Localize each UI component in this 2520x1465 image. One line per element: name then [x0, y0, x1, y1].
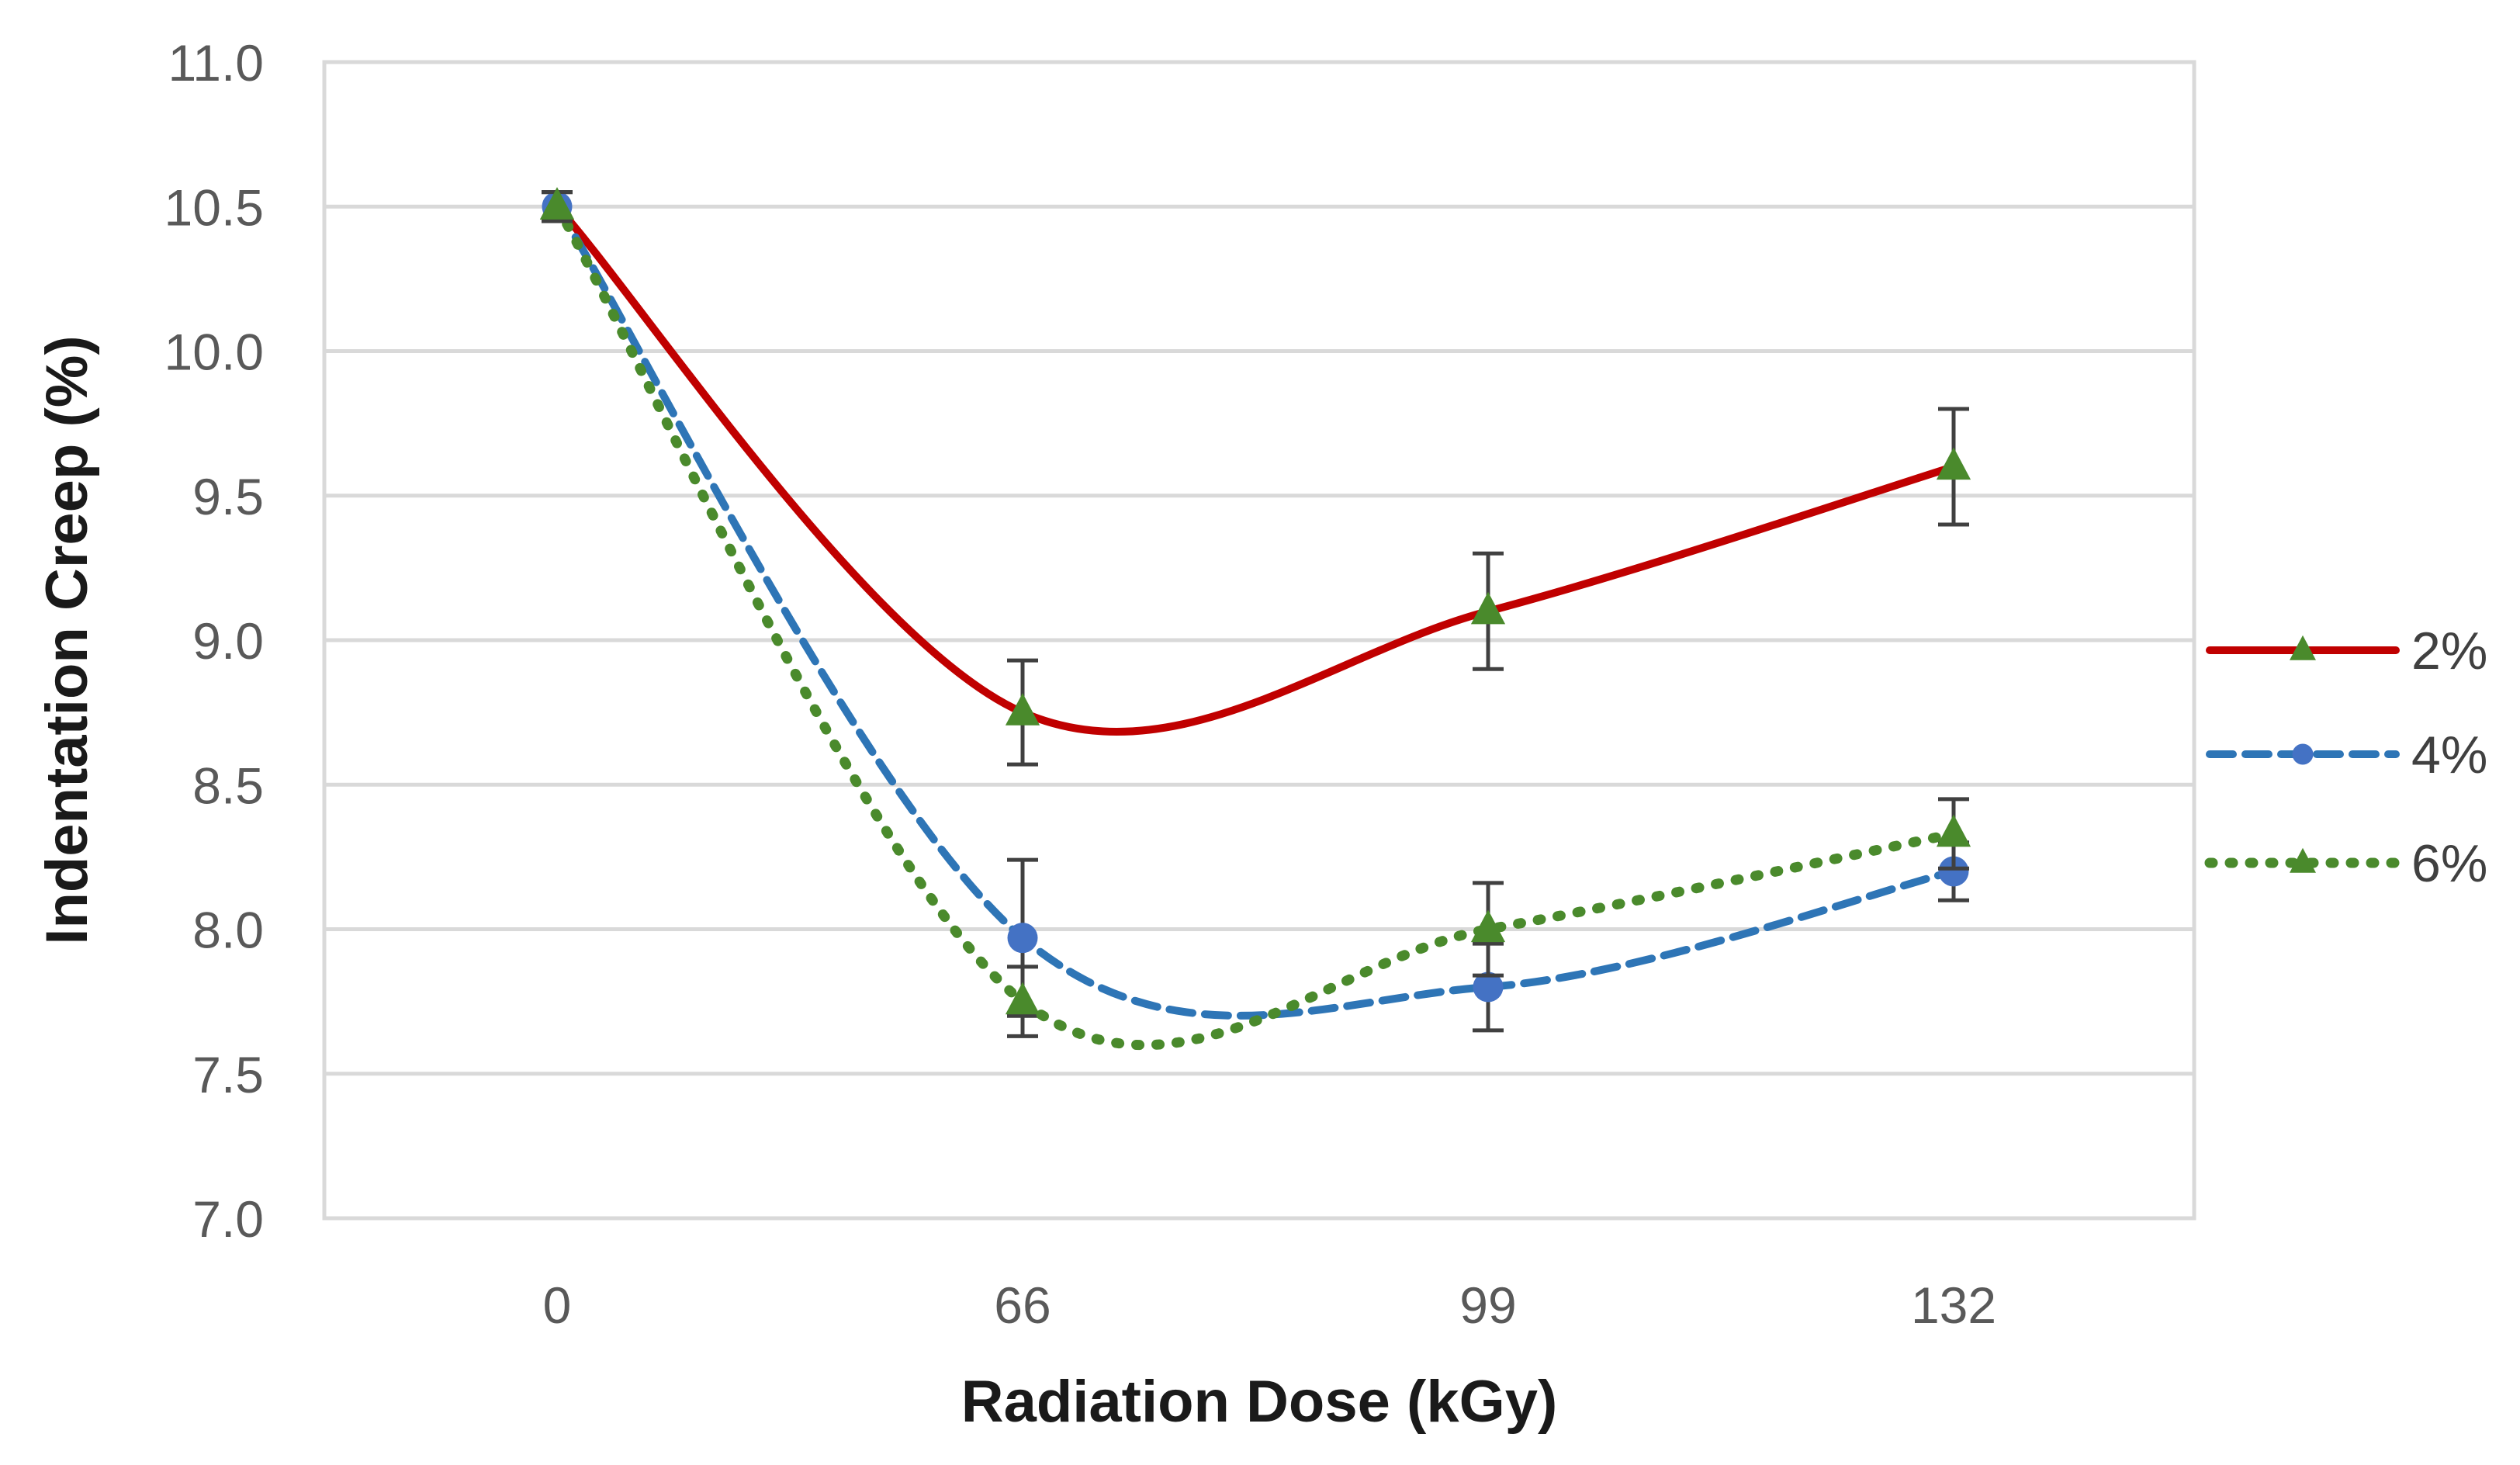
- data-point: [1005, 693, 1040, 726]
- legend-label: 6%: [2411, 834, 2487, 893]
- legend-marker: [2292, 743, 2314, 765]
- y-tick-label: 10.0: [164, 324, 264, 381]
- y-axis-title: Indentation Creep (%): [34, 335, 100, 944]
- y-tick-label: 7.5: [192, 1046, 264, 1103]
- x-tick-label: 99: [1459, 1276, 1516, 1334]
- y-tick-label: 11.0: [168, 34, 264, 92]
- data-point: [1473, 971, 1504, 1003]
- data-point: [1470, 909, 1506, 943]
- data-point: [1005, 982, 1040, 1015]
- series-group: [539, 187, 1971, 1051]
- x-axis-ticks: 0 66 99 132: [543, 1276, 1996, 1334]
- y-tick-label: 8.5: [192, 757, 264, 814]
- legend-item: 2%: [2206, 622, 2487, 681]
- x-tick-label: 66: [994, 1276, 1051, 1334]
- data-point: [1938, 856, 1969, 887]
- data-point: [1936, 814, 1971, 847]
- y-tick-label: 9.5: [192, 468, 264, 525]
- data-point: [1470, 591, 1506, 625]
- legend-marker: [2290, 847, 2316, 873]
- y-tick-label: 7.0: [192, 1190, 264, 1248]
- series-line: [553, 203, 1958, 736]
- series-2: [539, 187, 1971, 1051]
- series-line: [553, 203, 1958, 1020]
- legend-label: 4%: [2411, 726, 2487, 784]
- data-point: [1936, 447, 1971, 480]
- y-tick-label: 8.0: [192, 902, 264, 959]
- legend-item: 4%: [2206, 726, 2487, 784]
- legend: 2% 4% 6%: [2204, 622, 2487, 893]
- legend-item: 6%: [2204, 834, 2487, 893]
- y-tick-label: 9.0: [192, 612, 264, 670]
- data-point: [539, 187, 575, 220]
- series-line: [552, 201, 1959, 1051]
- y-axis-ticks: 11.0 10.5 10.0 9.5 9.0 8.5 8.0 7.5 7.0: [164, 34, 264, 1248]
- x-axis-title: Radiation Dose (kGy): [961, 1369, 1558, 1435]
- legend-marker: [2290, 635, 2316, 660]
- data-point: [1007, 923, 1038, 954]
- legend-label: 2%: [2411, 622, 2487, 681]
- y-tick-label: 10.5: [164, 178, 264, 236]
- x-tick-label: 132: [1911, 1276, 1996, 1334]
- x-tick-label: 0: [543, 1276, 572, 1334]
